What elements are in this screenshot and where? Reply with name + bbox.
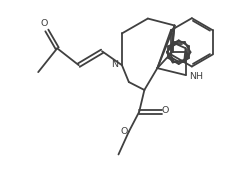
Text: O: O [162, 106, 169, 115]
Text: O: O [121, 127, 128, 136]
Text: NH: NH [189, 72, 203, 81]
Text: N: N [111, 60, 118, 69]
Text: O: O [40, 19, 48, 28]
